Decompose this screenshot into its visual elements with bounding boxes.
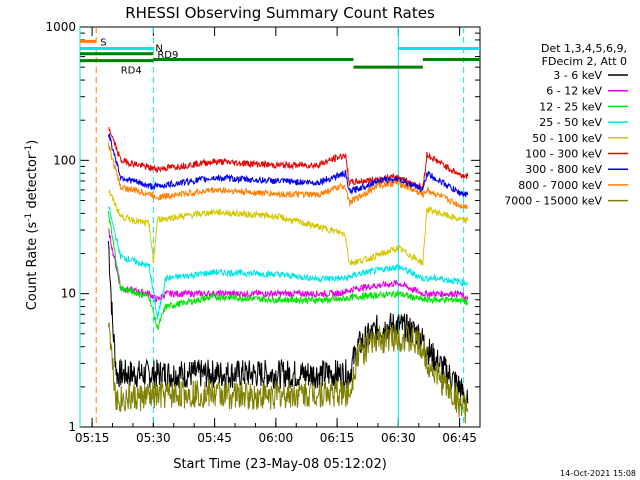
legend: Det 1,3,4,5,6,9,FDecim 2, Att 03 - 6 keV… [504,42,628,208]
series-line-4 [107,206,469,320]
legend-header: FDecim 2, Att 0 [542,55,627,68]
legend-label: 7000 - 15000 keV [504,195,602,208]
series-line-3 [107,210,469,331]
series-line-6 [108,127,469,191]
flag-label: RD4 [121,66,142,77]
series-line-2 [107,228,469,303]
y-tick-label: 1 [68,420,76,434]
flag-label: RD9 [157,50,178,61]
series-line-9 [107,322,469,424]
series-line-7 [107,133,469,198]
legend-label: 100 - 300 keV [525,148,602,161]
series-line-5 [108,189,469,266]
legend-label: 25 - 50 keV [539,116,602,129]
plot-frame [79,26,481,428]
x-tick-label: 06:00 [259,431,294,445]
legend-label: 800 - 7000 keV [518,179,602,192]
y-tick-label: 100 [53,153,76,167]
x-tick-label: 05:30 [136,431,171,445]
legend-label: 3 - 6 keV [553,69,602,82]
y-tick-label: 1000 [45,20,76,34]
x-tick-label: 05:15 [75,431,110,445]
chart-title: RHESSI Observing Summary Count Rates [125,4,435,22]
legend-label: 300 - 800 keV [525,163,602,176]
x-tick-label: 06:15 [320,431,355,445]
x-tick-label: 06:30 [381,431,416,445]
date-stamp: 14-Oct-2021 15:08 [560,469,636,478]
legend-label: 6 - 12 keV [546,85,602,98]
flag-label: S [100,37,106,48]
flag-label: N [155,43,162,54]
legend-label: 12 - 25 keV [539,100,602,113]
series-line-8 [107,142,469,210]
x-tick-label: 05:45 [197,431,232,445]
y-axis-label: Count Rate (s-1 detector-1) [24,140,40,311]
legend-header: Det 1,3,4,5,6,9, [541,42,627,55]
series-line-1 [107,240,469,408]
y-tick-label: 10 [61,287,76,301]
x-tick-label: 06:45 [442,431,477,445]
legend-label: 50 - 100 keV [532,132,602,145]
plot-area: 1 10 100 1000 05:15 05:30 05:45 06:00 06:15 06:30… [45,20,481,445]
x-axis-label: Start Time (23-May-08 05:12:02) [173,457,387,472]
